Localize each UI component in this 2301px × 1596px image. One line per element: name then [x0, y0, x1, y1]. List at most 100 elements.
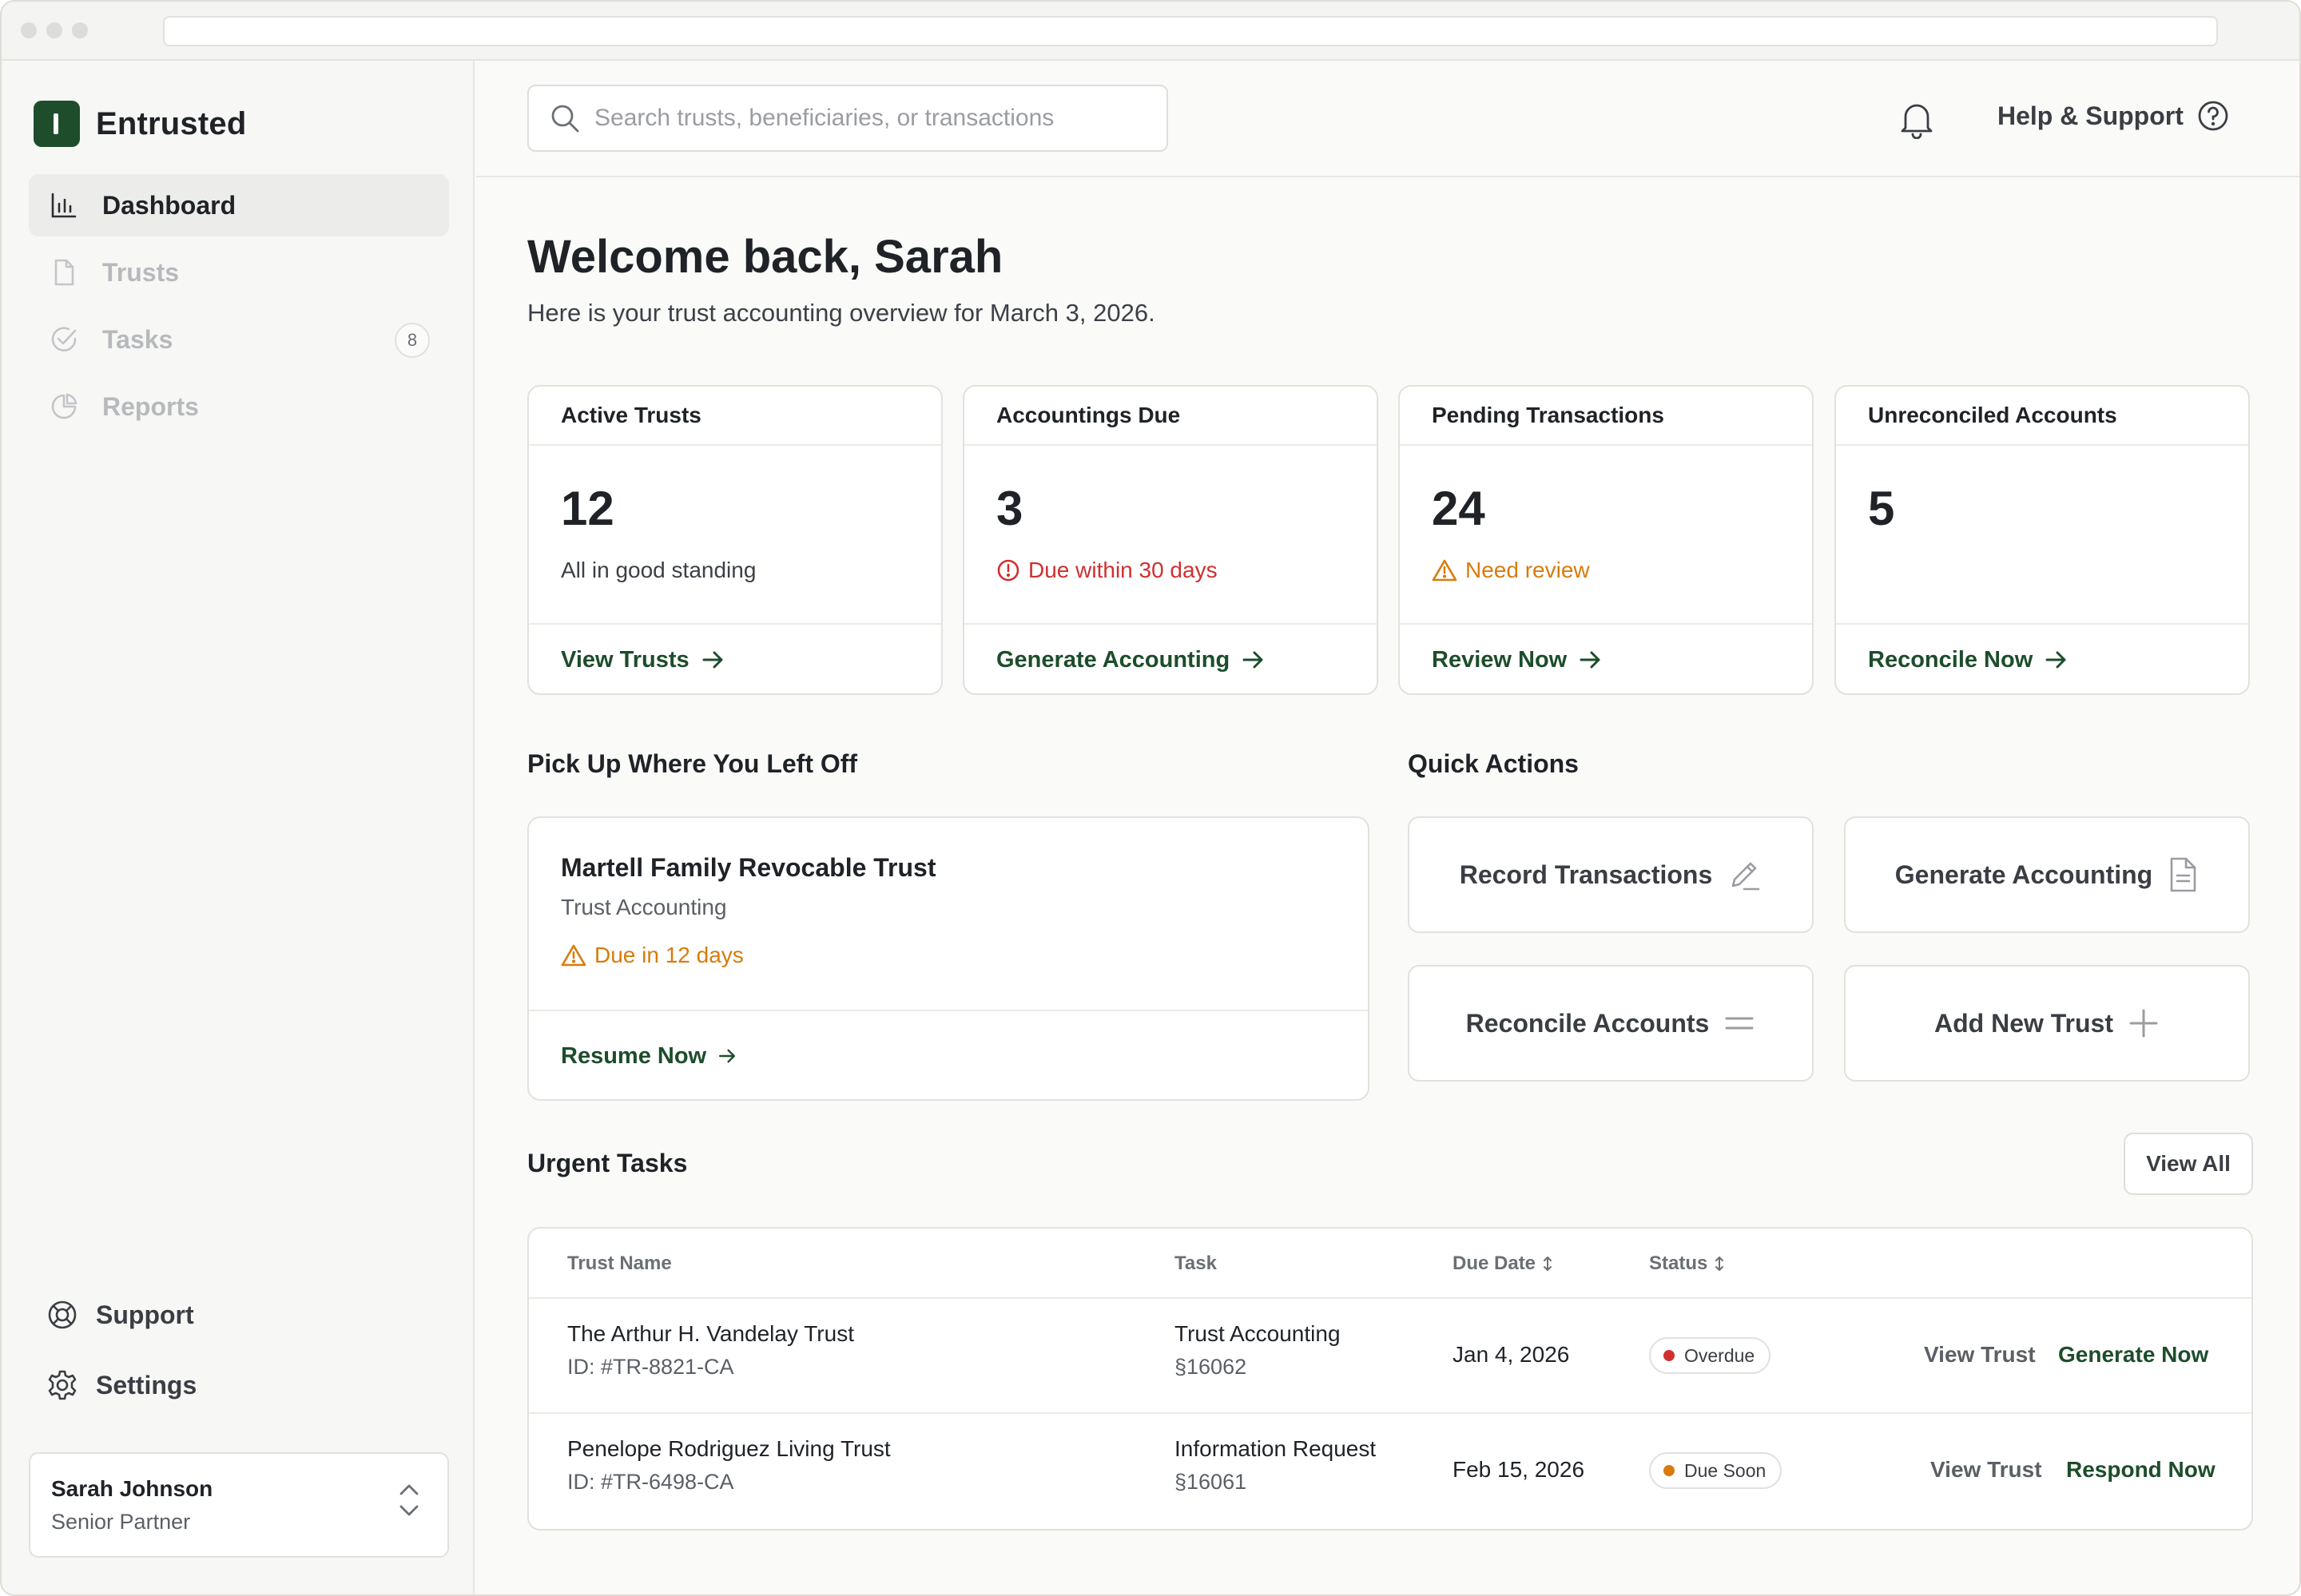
- task-cell: Information Request §16061: [1174, 1436, 1376, 1495]
- pie-chart-icon: [48, 391, 80, 423]
- due-date: Jan 4, 2026: [1453, 1342, 1570, 1367]
- view-trust-link[interactable]: View Trust: [1924, 1342, 2036, 1367]
- brand[interactable]: Entrusted: [34, 101, 246, 147]
- stat-card-accountings-due: Accountings Due 3 Due within 30 days Gen…: [963, 385, 1378, 695]
- window-minimize-dot[interactable]: [46, 22, 62, 38]
- generate-now-link[interactable]: Generate Now: [2058, 1342, 2209, 1367]
- action-label: Generate Accounting: [1894, 860, 2153, 889]
- trust-id: ID: #TR-8821-CA: [567, 1355, 734, 1379]
- record-transactions-button[interactable]: Record Transactions: [1408, 816, 1814, 933]
- action-label: Reconcile Accounts: [1465, 1008, 1710, 1038]
- settings-link[interactable]: Settings: [46, 1369, 197, 1401]
- resume-due-text: Due in 12 days: [594, 943, 744, 967]
- stat-footer: View Trusts: [529, 623, 941, 695]
- stat-title: Unreconciled Accounts: [1836, 387, 2248, 446]
- sidebar-item-label: Trusts: [102, 257, 180, 287]
- add-new-trust-button[interactable]: Add New Trust: [1844, 965, 2250, 1082]
- stat-footer: Generate Accounting: [964, 623, 1377, 695]
- action-label: Record Transactions: [1459, 860, 1713, 889]
- column-header-due-date[interactable]: Due Date: [1453, 1253, 1553, 1275]
- task-name: Trust Accounting: [1174, 1321, 1341, 1346]
- arrow-right-icon: [701, 648, 725, 672]
- respond-now-link[interactable]: Respond Now: [2066, 1457, 2216, 1482]
- urgent-tasks-title: Urgent Tasks: [527, 1149, 688, 1177]
- brand-name: Entrusted: [96, 105, 247, 141]
- review-now-link[interactable]: Review Now: [1432, 647, 1602, 673]
- column-header-trust-name: Trust Name: [567, 1253, 672, 1275]
- status-text: Overdue: [1684, 1344, 1755, 1366]
- user-switcher[interactable]: Sarah Johnson Senior Partner: [29, 1452, 449, 1558]
- search-input[interactable]: [594, 105, 1138, 132]
- plus-icon: [2128, 1007, 2160, 1039]
- link-label: Reconcile Now: [1868, 646, 2033, 673]
- alert-circle-icon: [996, 558, 1020, 582]
- sort-icon: [1714, 1255, 1725, 1272]
- stat-note: Due within 30 days: [996, 558, 1218, 583]
- status-badge: Overdue: [1649, 1337, 1771, 1374]
- sidebar-item-tasks[interactable]: Tasks 8: [29, 308, 449, 371]
- stat-title: Accountings Due: [964, 387, 1377, 446]
- stat-value: 12: [561, 482, 614, 535]
- trust-cell: Penelope Rodriguez Living Trust ID: #TR-…: [567, 1436, 891, 1495]
- warning-triangle-icon: [561, 943, 586, 967]
- view-all-button[interactable]: View All: [2124, 1133, 2253, 1195]
- task-code: §16062: [1174, 1355, 1247, 1379]
- arrow-right-icon: [2044, 648, 2068, 672]
- window-zoom-dot[interactable]: [72, 22, 88, 38]
- settings-label: Settings: [96, 1370, 197, 1399]
- page-title: Welcome back, Sarah: [527, 231, 1003, 283]
- reconcile-accounts-button[interactable]: Reconcile Accounts: [1408, 965, 1814, 1082]
- resume-trust-name: Martell Family Revocable Trust: [561, 853, 936, 882]
- status-dot: [1663, 1465, 1675, 1476]
- support-link[interactable]: Support: [46, 1299, 194, 1331]
- sidebar-item-reports[interactable]: Reports: [29, 375, 449, 438]
- column-label: Status: [1649, 1253, 1708, 1274]
- resume-now-link[interactable]: Resume Now: [561, 1043, 737, 1070]
- arrow-right-icon: [1578, 648, 1602, 672]
- sidebar-item-dashboard[interactable]: Dashboard: [29, 174, 449, 236]
- top-bar: Help & Support: [476, 61, 2299, 177]
- trust-name: Penelope Rodriguez Living Trust: [567, 1436, 891, 1461]
- stat-note-text: Due within 30 days: [1028, 558, 1218, 582]
- stat-footer: Reconcile Now: [1836, 623, 2248, 695]
- user-name: Sarah Johnson: [51, 1476, 213, 1501]
- reconcile-now-link[interactable]: Reconcile Now: [1868, 647, 2068, 673]
- stat-title: Pending Transactions: [1400, 387, 1812, 446]
- stat-value: 24: [1432, 482, 1485, 535]
- column-header-status[interactable]: Status: [1649, 1253, 1725, 1275]
- sort-icon: [1542, 1255, 1553, 1272]
- search-box[interactable]: [527, 85, 1168, 152]
- sidebar: Entrusted Dashboard Trusts: [2, 61, 475, 1594]
- address-bar[interactable]: [163, 16, 2218, 46]
- row-divider: [529, 1412, 2251, 1414]
- sidebar-item-trusts[interactable]: Trusts: [29, 241, 449, 304]
- question-circle-icon: [2196, 99, 2230, 133]
- generate-accounting-link[interactable]: Generate Accounting: [996, 647, 1265, 673]
- action-label: Add New Trust: [1933, 1008, 2113, 1038]
- status-text: Due Soon: [1684, 1459, 1766, 1481]
- urgent-tasks-table: Trust Name Task Due Date Status: [527, 1227, 2253, 1530]
- check-circle-icon: [48, 324, 80, 355]
- link-label: Generate Accounting: [996, 646, 1230, 673]
- generate-accounting-button[interactable]: Generate Accounting: [1844, 816, 2250, 933]
- view-trust-link[interactable]: View Trust: [1930, 1457, 2042, 1482]
- column-header-task: Task: [1174, 1253, 1217, 1275]
- stat-note-text: Need review: [1465, 558, 1590, 582]
- support-label: Support: [96, 1300, 194, 1329]
- search-icon: [548, 101, 582, 135]
- browser-chrome: [2, 2, 2299, 61]
- window-close-dot[interactable]: [21, 22, 37, 38]
- view-trusts-link[interactable]: View Trusts: [561, 647, 725, 673]
- pickup-section-title: Pick Up Where You Left Off: [527, 749, 858, 778]
- user-role: Senior Partner: [51, 1510, 191, 1534]
- sidebar-item-label: Tasks: [102, 324, 173, 354]
- stat-card-active-trusts: Active Trusts 12 All in good standing Vi…: [527, 385, 943, 695]
- brand-logo: [34, 101, 80, 147]
- resume-task: Trust Accounting: [561, 895, 727, 919]
- bell-icon[interactable]: [1898, 99, 1935, 143]
- stat-footer: Review Now: [1400, 623, 1812, 695]
- help-support-button[interactable]: Help & Support: [1997, 99, 2230, 133]
- lifebuoy-icon: [46, 1299, 78, 1331]
- stat-card-unreconciled-accounts: Unreconciled Accounts 5 Reconcile Now: [1834, 385, 2250, 695]
- trust-id: ID: #TR-6498-CA: [567, 1470, 734, 1494]
